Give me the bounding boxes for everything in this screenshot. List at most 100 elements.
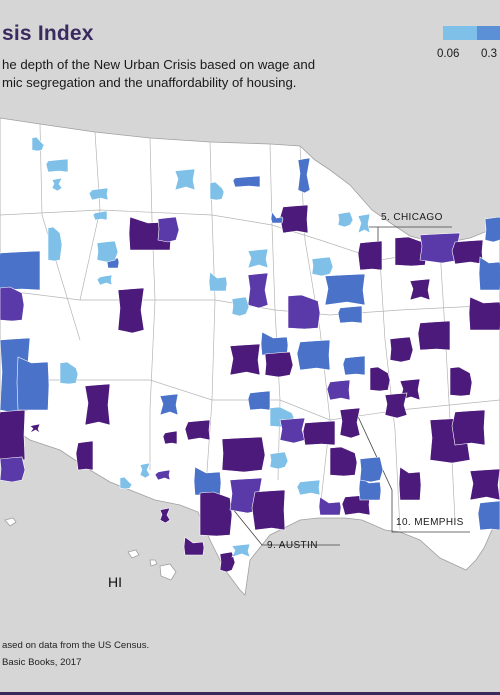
- hawaii-label: HI: [108, 574, 122, 590]
- metro-area: [451, 239, 484, 265]
- metro-area: [199, 491, 233, 537]
- metro-area: [208, 271, 228, 292]
- metro-area: [47, 226, 63, 262]
- legend-color-bar: [443, 26, 500, 40]
- metro-areas: [0, 136, 500, 573]
- metro-area: [157, 216, 180, 243]
- metro-area: [469, 468, 500, 501]
- metro-area: [359, 456, 384, 483]
- metro-area: [159, 393, 179, 416]
- metro-area: [451, 409, 486, 446]
- metro-area: [296, 479, 321, 496]
- metro-area: [389, 336, 414, 363]
- legend-tick-2: 0.3: [481, 48, 497, 60]
- metro-area: [84, 383, 111, 426]
- metro-area: [484, 216, 500, 243]
- metro-area: [357, 213, 371, 234]
- metro-area: [417, 320, 451, 351]
- metro-area: [59, 361, 79, 385]
- metro-area: [0, 409, 26, 461]
- source-note: ased on data from the US Census.: [2, 640, 150, 651]
- callout-chicago: 5. CHICAGO: [381, 212, 443, 223]
- metro-area: [209, 181, 225, 201]
- metro-area: [117, 287, 145, 334]
- metro-area: [51, 177, 63, 192]
- metro-area: [477, 500, 500, 531]
- metro-area: [219, 551, 236, 573]
- austin-leader: [231, 507, 340, 546]
- metro-area: [326, 379, 351, 401]
- metro-area: [329, 446, 358, 477]
- publisher-credit: Basic Books, 2017: [2, 657, 82, 668]
- legend-swatch-light-blue: [443, 26, 477, 40]
- metro-area: [311, 256, 334, 277]
- metro-area: [251, 489, 286, 531]
- metro-area: [31, 136, 45, 152]
- metro-area: [119, 476, 133, 490]
- metro-area: [478, 256, 500, 291]
- metro-area: [342, 355, 366, 376]
- metro-area: [269, 451, 289, 470]
- metro-area: [449, 366, 473, 397]
- metro-area: [0, 250, 41, 291]
- metro-area: [369, 366, 391, 392]
- memphis-leader: [354, 409, 470, 533]
- callout-memphis: 10. MEMPHIS: [396, 517, 464, 528]
- metro-area: [270, 211, 284, 224]
- subtitle-line-1: he depth of the New Urban Crisis based o…: [2, 57, 316, 72]
- metro-area: [221, 436, 266, 473]
- metro-area: [174, 168, 196, 191]
- metro-area: [468, 296, 500, 331]
- metro-area: [398, 466, 422, 501]
- metro-area: [318, 496, 342, 516]
- metro-area: [279, 204, 309, 234]
- metro-area: [302, 420, 336, 446]
- metro-area: [337, 305, 363, 324]
- metro-area: [92, 210, 108, 221]
- metro-area: [297, 157, 311, 194]
- metro-area: [16, 356, 50, 411]
- metro-area: [159, 507, 171, 524]
- metro-area: [45, 158, 69, 173]
- metro-area: [88, 187, 109, 201]
- metro-area: [29, 423, 41, 434]
- legend-tick-1: 0.06: [437, 48, 460, 60]
- metro-area: [384, 392, 408, 419]
- metro-area: [279, 417, 306, 444]
- subtitle-line-2: mic segregation and the unaffordability …: [2, 75, 297, 90]
- metro-area: [162, 430, 178, 445]
- metro-area: [229, 343, 261, 376]
- metro-area: [232, 175, 261, 188]
- metro-area: [358, 476, 382, 501]
- legend-swatch-blue: [477, 26, 500, 40]
- metro-area: [96, 240, 119, 263]
- metro-area: [75, 440, 94, 471]
- metro-area: [231, 296, 250, 317]
- metro-area: [0, 286, 25, 322]
- metro-area: [0, 456, 26, 483]
- metro-area: [324, 273, 366, 306]
- metro-area: [357, 240, 383, 271]
- metro-area: [184, 419, 211, 441]
- map-title: sis Index: [2, 22, 94, 45]
- map-subtitle: he depth of the New Urban Crisis based o…: [2, 56, 362, 92]
- metro-area: [339, 407, 361, 439]
- metro-area: [231, 543, 251, 558]
- metro-area: [96, 274, 113, 286]
- hawaii-islands: [4, 517, 177, 581]
- metro-area: [296, 339, 331, 371]
- metro-area: [287, 294, 321, 330]
- metro-area: [394, 236, 428, 267]
- metro-area: [337, 211, 354, 228]
- metro-area: [247, 248, 269, 269]
- callout-austin: 9. AUSTIN: [267, 540, 318, 551]
- metro-area: [247, 272, 269, 309]
- metro-area: [247, 390, 271, 411]
- metro-area: [409, 278, 431, 301]
- metro-area: [154, 469, 171, 481]
- metro-area: [139, 462, 151, 479]
- metro-area: [183, 536, 205, 556]
- metro-area: [264, 351, 294, 378]
